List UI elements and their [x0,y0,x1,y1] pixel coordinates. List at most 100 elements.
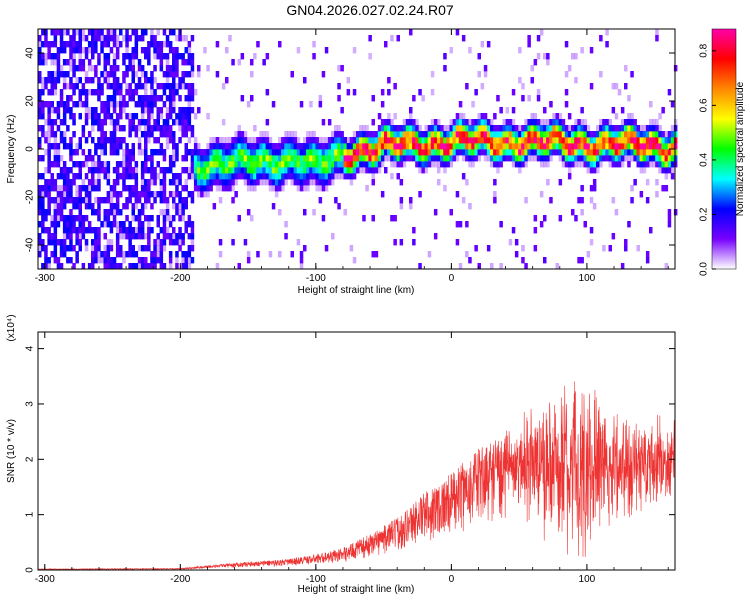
spectrogram-cell [368,143,372,150]
spectrogram-cell [106,83,111,90]
spectrogram-cell [231,161,235,168]
spectrogram-cell [69,221,73,228]
spectrogram-cell [97,35,101,42]
spectrogram-cell [97,125,101,132]
spectrogram-cell [84,53,89,60]
spectrogram-cell [94,149,98,156]
spectrogram-cell [81,233,86,240]
spectrogram-cell [306,179,310,186]
spectrogram-cell [287,131,291,138]
spectrogram-cell [368,155,372,162]
spectrogram-cell [452,119,457,126]
spectrogram-cell [287,161,291,168]
spectrogram-cell [458,137,463,144]
snr-xtick-label: -300 [35,574,55,585]
spectrogram-cell [655,119,659,126]
spectrogram-cell [50,41,54,48]
spectrogram-cell [359,149,363,156]
spectrogram-cell [72,173,76,180]
spectrogram-cell [140,29,145,36]
spectrogram-cell [178,239,182,246]
spectrogram-cell [62,221,67,228]
spectrogram-cell [250,71,254,78]
spectrogram-cell [156,83,160,90]
spectrogram-cell [122,95,126,102]
spectrogram-cell [137,263,142,270]
spectrogram-cell [221,119,226,126]
spectrogram-cell [115,101,120,108]
spectrogram-cell [630,155,634,162]
spectrogram-cell [231,149,235,156]
spectrogram-cell [661,161,665,168]
spectrogram-cell [91,179,95,186]
spectrogram-cell [159,41,164,48]
spectrogram-cell [115,65,120,72]
spectrogram-cell [72,149,76,156]
spectrogram-cell [371,149,375,156]
spectrogram-cell [38,143,42,150]
spectrogram-cell [543,53,547,60]
spectrogram-cell [246,173,251,180]
spectrogram-cell [412,155,416,162]
spectrogram-cell [564,131,569,138]
spectrogram-cell [187,59,192,66]
spectrogram-cell [115,167,120,174]
spectrogram-cell [589,227,594,234]
spectrogram-cell [147,125,151,132]
spectrogram-cell [390,137,394,144]
spectrogram-cell [655,143,659,150]
spectrogram-cell [586,137,591,144]
spectrogram-cell [511,107,516,114]
spectrogram-cell [53,209,58,216]
spectrogram-cell [181,203,185,210]
spectrogram-cell [558,131,563,138]
spectrogram-cell [627,161,631,168]
spectrogram-cell [549,197,553,204]
spectrogram-cell [667,155,672,162]
spectrogram-cell [309,167,313,174]
spectrogram-cell [72,41,76,48]
spectrogram-cell [128,161,132,168]
spectrogram-cell [524,197,528,204]
spectrogram-cell [296,149,301,156]
spectrogram-cell [253,167,257,174]
spectrogram-cell [122,125,126,132]
spectrogram-cell [159,113,164,120]
spectrogram-cell [112,53,117,60]
spectrogram-cell [203,191,207,198]
spectrogram-cell [602,149,606,156]
spectrogram-cell [430,89,435,96]
spectrogram-cell [44,41,48,48]
spectrogram-cell [608,161,612,168]
colorbar-frame [711,28,737,270]
spectrogram-cell [156,251,160,258]
spectrogram-cell [172,65,176,72]
spectrogram-cell [443,137,447,144]
spectrogram-cell [47,77,51,84]
spectrogram-cell [109,197,114,204]
spectrogram-cell [62,119,67,126]
spectrogram-cell [50,89,54,96]
spectrogram-cell [159,227,164,234]
spectrogram-cell [78,161,82,168]
spectrogram-cell [215,185,220,192]
spectrogram-cell [284,149,288,156]
spectrogram-cell [490,161,494,168]
spectrogram-cell [596,137,600,144]
spectrogram-cell [150,95,154,102]
spectrogram-cell [630,131,634,138]
spectrogram-cell [231,185,235,192]
spectrogram-cell [642,149,647,156]
spectrogram-cell [47,71,51,78]
spectrogram-cell [586,149,591,156]
spectrogram-cell [150,71,154,78]
spectrogram-cell [574,131,578,138]
spectrogram-cell [66,83,70,90]
spectrogram-cell [536,35,541,42]
spectrogram-cell [524,149,528,156]
spectrogram-cell [156,233,160,240]
spectrogram-cell [265,173,270,180]
spectrogram-cell [150,167,154,174]
spectrogram-cell [153,149,157,156]
